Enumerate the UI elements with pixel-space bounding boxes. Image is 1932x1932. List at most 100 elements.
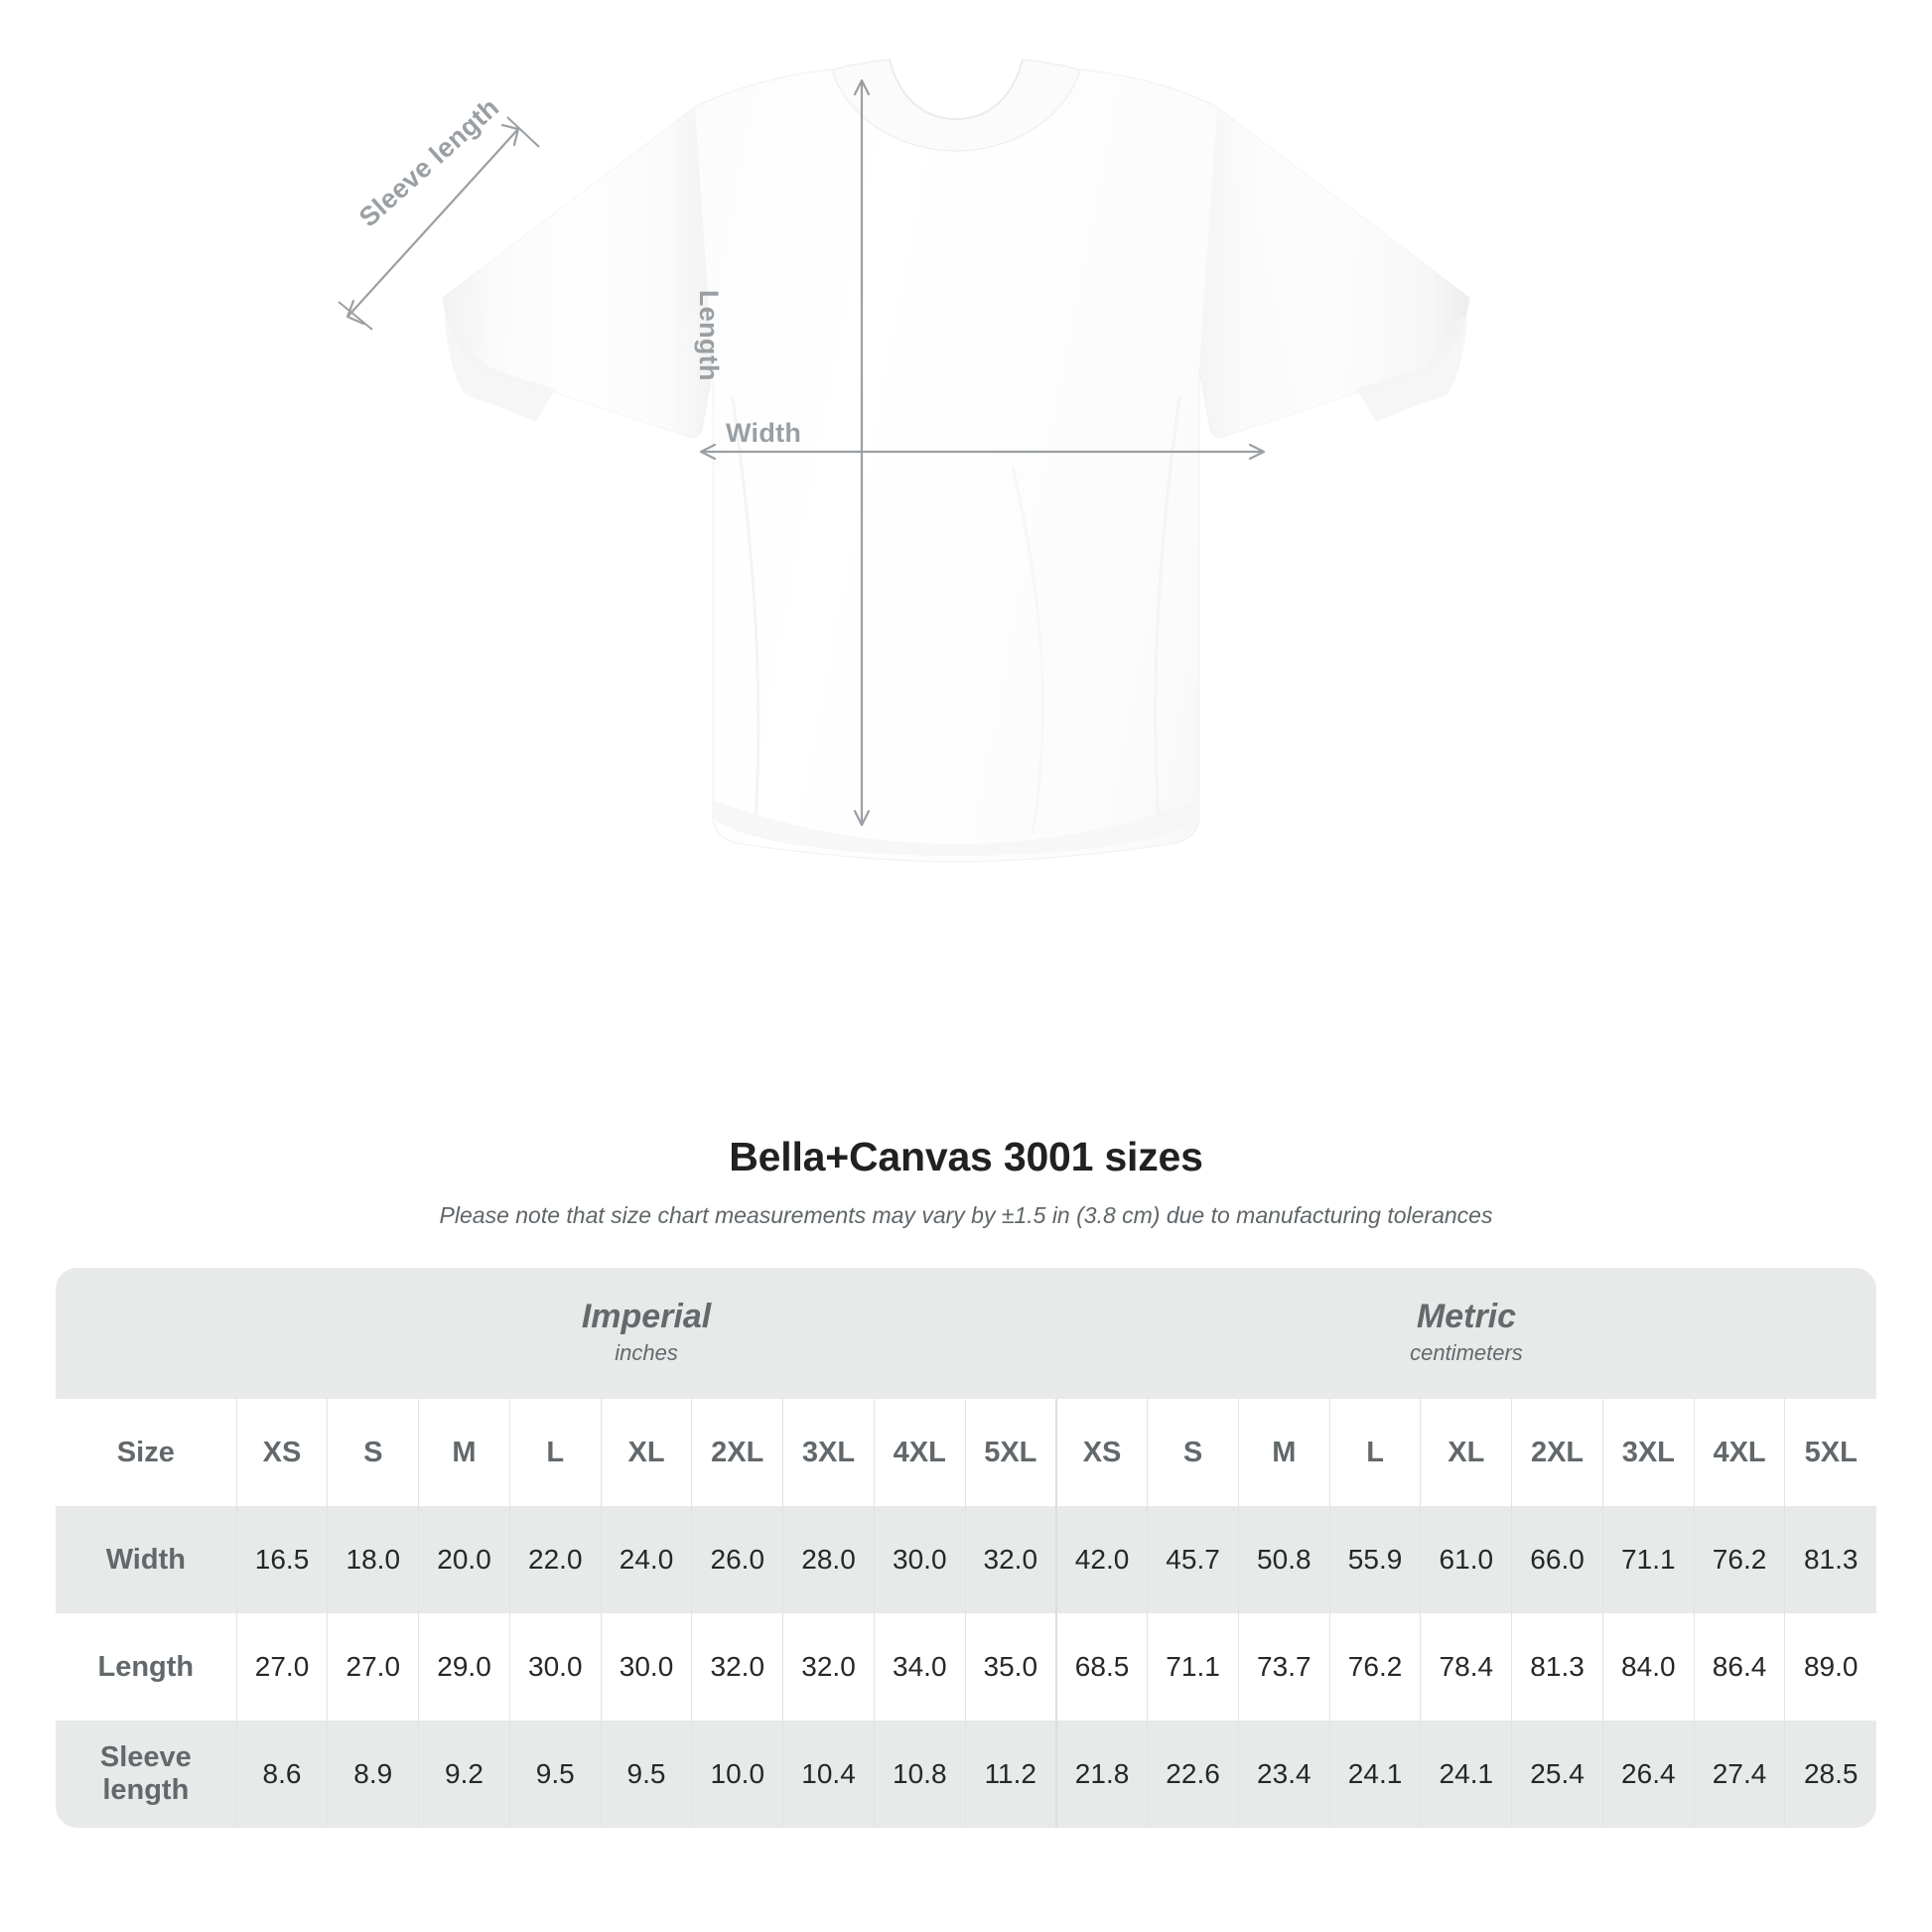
cell-length-metric-5xl: 89.0 [1784,1613,1876,1721]
size-header-row: Size XS S M L XL 2XL 3XL 4XL 5XL XS S M … [56,1399,1876,1506]
title-block: Bella+Canvas 3001 sizes Please note that… [0,1134,1932,1229]
cell-width-imperial-xl: 24.0 [600,1506,692,1613]
cell-width-metric-3xl: 71.1 [1601,1506,1695,1613]
cell-length-metric-l: 76.2 [1328,1613,1421,1721]
measurement-annotations [338,78,1266,827]
col-header-imperial-xs: XS [235,1399,328,1506]
cell-length-imperial-4xl: 34.0 [873,1613,966,1721]
tolerance-note: Please note that size chart measurements… [439,1202,1493,1228]
col-header-imperial-4xl: 4XL [873,1399,966,1506]
tshirt-shape [442,59,1470,863]
cell-width-metric-xs: 42.0 [1054,1506,1148,1613]
col-header-metric-s: S [1147,1399,1239,1506]
col-header-imperial-3xl: 3XL [782,1399,875,1506]
col-header-imperial-5xl: 5XL [964,1399,1056,1506]
units-banner-row: Imperial inches Metric centimeters [56,1268,1876,1399]
size-table-container: Imperial inches Metric centimeters Size … [56,1268,1876,1828]
metric-section-header: Metric centimeters [1055,1268,1876,1399]
imperial-title: Imperial [581,1297,712,1335]
metric-title: Metric [1416,1297,1517,1335]
size-table-body: Imperial inches Metric centimeters Size … [56,1268,1876,1828]
garment-diagram: Sleeve length Length Width [338,59,1470,863]
table-row: Width 16.5 18.0 20.0 22.0 24.0 26.0 28.0… [56,1506,1876,1613]
length-label: Length [694,290,724,381]
col-header-metric-5xl: 5XL [1784,1399,1876,1506]
table-row: Length 27.0 27.0 29.0 30.0 30.0 32.0 32.… [56,1613,1876,1721]
cell-sleeve-metric-5xl: 28.5 [1784,1721,1876,1828]
cell-width-metric-5xl: 81.3 [1784,1506,1876,1613]
cell-sleeve-metric-xl: 24.1 [1420,1721,1512,1828]
col-header-metric-4xl: 4XL [1693,1399,1785,1506]
row-label-length: Length [56,1613,237,1721]
cell-width-metric-m: 50.8 [1237,1506,1330,1613]
table-row: Sleeve length 8.6 8.9 9.2 9.5 9.5 10.0 1… [56,1721,1876,1828]
cell-sleeve-metric-m: 23.4 [1237,1721,1330,1828]
cell-width-imperial-2xl: 26.0 [691,1506,783,1613]
cell-sleeve-metric-2xl: 25.4 [1511,1721,1603,1828]
cell-sleeve-imperial-3xl: 10.4 [782,1721,875,1828]
col-header-metric-l: L [1328,1399,1421,1506]
metric-unit: centimeters [1410,1340,1523,1366]
cell-width-imperial-4xl: 30.0 [873,1506,966,1613]
cell-length-imperial-s: 27.0 [327,1613,419,1721]
cell-length-imperial-3xl: 32.0 [782,1613,875,1721]
row-label-sleeve-length: Sleeve length [56,1721,237,1828]
cell-length-imperial-m: 29.0 [418,1613,510,1721]
cell-sleeve-imperial-4xl: 10.8 [873,1721,966,1828]
cell-length-imperial-2xl: 32.0 [691,1613,783,1721]
page-title: Bella+Canvas 3001 sizes [729,1134,1203,1179]
row-label-width: Width [56,1506,237,1613]
cell-length-metric-xs: 68.5 [1054,1613,1148,1721]
col-header-imperial-xl: XL [600,1399,692,1506]
col-header-imperial-m: M [418,1399,510,1506]
cell-sleeve-metric-s: 22.6 [1147,1721,1239,1828]
size-label: Size [56,1399,237,1506]
cell-width-metric-s: 45.7 [1147,1506,1239,1613]
cell-width-metric-4xl: 76.2 [1693,1506,1785,1613]
cell-sleeve-metric-xs: 21.8 [1054,1721,1148,1828]
cell-length-metric-m: 73.7 [1237,1613,1330,1721]
col-header-imperial-2xl: 2XL [691,1399,783,1506]
col-header-metric-xl: XL [1420,1399,1512,1506]
cell-length-imperial-l: 30.0 [508,1613,602,1721]
cell-length-imperial-5xl: 35.0 [964,1613,1056,1721]
cell-sleeve-imperial-xs: 8.6 [235,1721,328,1828]
cell-sleeve-imperial-s: 8.9 [327,1721,419,1828]
cell-width-imperial-5xl: 32.0 [964,1506,1056,1613]
cell-width-imperial-m: 20.0 [418,1506,510,1613]
imperial-section-header: Imperial inches [236,1268,1056,1399]
cell-length-imperial-xl: 30.0 [600,1613,692,1721]
cell-width-imperial-xs: 16.5 [235,1506,328,1613]
imperial-unit: inches [615,1340,678,1366]
cell-sleeve-metric-l: 24.1 [1328,1721,1421,1828]
cell-sleeve-metric-4xl: 27.4 [1693,1721,1785,1828]
col-header-imperial-s: S [327,1399,419,1506]
cell-length-metric-3xl: 84.0 [1601,1613,1695,1721]
banner-spacer [56,1268,237,1399]
cell-width-imperial-3xl: 28.0 [782,1506,875,1613]
cell-sleeve-imperial-xl: 9.5 [600,1721,692,1828]
width-label: Width [726,418,802,448]
tshirt-illustration [338,59,1470,863]
cell-width-imperial-l: 22.0 [508,1506,602,1613]
width-dimension-arrow [699,443,1266,461]
cell-sleeve-imperial-m: 9.2 [418,1721,510,1828]
cell-sleeve-imperial-l: 9.5 [508,1721,602,1828]
cell-length-metric-2xl: 81.3 [1511,1613,1603,1721]
cell-sleeve-imperial-2xl: 10.0 [691,1721,783,1828]
size-table: Imperial inches Metric centimeters Size … [56,1268,1876,1828]
sleeve-length-dimension-arrow [338,116,540,331]
cell-sleeve-metric-3xl: 26.4 [1601,1721,1695,1828]
col-header-metric-m: M [1237,1399,1330,1506]
cell-length-metric-4xl: 86.4 [1693,1613,1785,1721]
cell-sleeve-imperial-5xl: 11.2 [964,1721,1056,1828]
cell-length-metric-xl: 78.4 [1420,1613,1512,1721]
col-header-metric-2xl: 2XL [1511,1399,1603,1506]
col-header-metric-xs: XS [1054,1399,1148,1506]
cell-width-imperial-s: 18.0 [327,1506,419,1613]
cell-length-imperial-xs: 27.0 [235,1613,328,1721]
cell-width-metric-l: 55.9 [1328,1506,1421,1613]
col-header-metric-3xl: 3XL [1601,1399,1695,1506]
col-header-imperial-l: L [508,1399,602,1506]
